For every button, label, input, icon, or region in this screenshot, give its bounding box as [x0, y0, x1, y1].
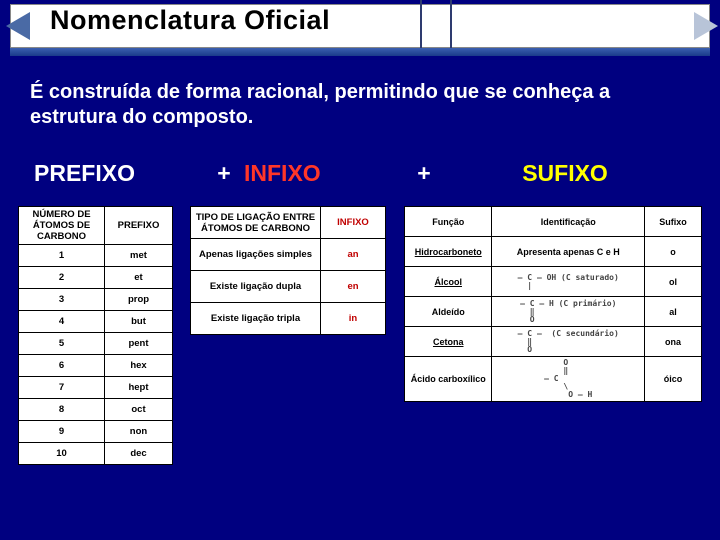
- formula-row: PREFIXO + INFIXO + SUFIXO: [34, 160, 686, 187]
- table-row: Apenas ligações simplesan: [191, 239, 386, 271]
- th: NÚMERO DE ÁTOMOS DE CARBONO: [19, 207, 105, 245]
- cell: oct: [105, 399, 173, 421]
- cell: O ‖ – C \ O – H: [492, 357, 645, 402]
- cell: hex: [105, 355, 173, 377]
- cell: Ácido carboxílico: [405, 357, 492, 402]
- th: INFIXO: [321, 207, 386, 239]
- chem-icon: O ‖ – C \ O – H: [544, 359, 592, 399]
- cell: Apenas ligações simples: [191, 239, 321, 271]
- table-row: 1met: [19, 245, 173, 267]
- th: Identificação: [492, 207, 645, 237]
- cell: 7: [19, 377, 105, 399]
- cell: ona: [645, 327, 702, 357]
- cell: but: [105, 311, 173, 333]
- table-row: Álcool – C – OH (C saturado) | ol: [405, 267, 702, 297]
- cell: 1: [19, 245, 105, 267]
- cell: Cetona: [405, 327, 492, 357]
- cell: 3: [19, 289, 105, 311]
- th: Função: [405, 207, 492, 237]
- cell: 10: [19, 443, 105, 465]
- table-infixo: TIPO DE LIGAÇÃO ENTRE ÁTOMOS DE CARBONO …: [190, 206, 386, 335]
- table-row: 7hept: [19, 377, 173, 399]
- table-row: 8oct: [19, 399, 173, 421]
- cell: – C – (C secundário) ‖ O: [492, 327, 645, 357]
- divider-icon: [420, 0, 422, 48]
- table-row: 4but: [19, 311, 173, 333]
- cell: met: [105, 245, 173, 267]
- chem-icon: – C – (C secundário) ‖ O: [518, 330, 619, 354]
- th: PREFIXO: [105, 207, 173, 245]
- table-row: Existe ligação duplaen: [191, 271, 386, 303]
- table-row: HidrocarbonetoApresenta apenas C e Ho: [405, 237, 702, 267]
- cell: Aldeído: [405, 297, 492, 327]
- cell: Hidrocarboneto: [405, 237, 492, 267]
- plus-icon: +: [404, 160, 444, 187]
- cell: Existe ligação dupla: [191, 271, 321, 303]
- cell: – C – OH (C saturado) |: [492, 267, 645, 297]
- page-title: Nomenclatura Oficial: [50, 5, 330, 36]
- formula-prefixo: PREFIXO: [34, 160, 204, 187]
- subtitle: É construída de forma racional, permitin…: [30, 80, 690, 130]
- cell: Álcool: [405, 267, 492, 297]
- cell: et: [105, 267, 173, 289]
- th: TIPO DE LIGAÇÃO ENTRE ÁTOMOS DE CARBONO: [191, 207, 321, 239]
- cell: al: [645, 297, 702, 327]
- cell: an: [321, 239, 386, 271]
- cell: prop: [105, 289, 173, 311]
- header: Nomenclatura Oficial: [0, 0, 720, 62]
- table-row: Existe ligação triplain: [191, 303, 386, 335]
- th: Sufixo: [645, 207, 702, 237]
- formula-sufixo: SUFIXO: [444, 160, 686, 187]
- chem-icon: – C – OH (C saturado) |: [518, 274, 619, 290]
- plus-icon: +: [204, 160, 244, 187]
- table-row: 9non: [19, 421, 173, 443]
- cell: 4: [19, 311, 105, 333]
- table-row: 6hex: [19, 355, 173, 377]
- cell: óico: [645, 357, 702, 402]
- table-row: 5pent: [19, 333, 173, 355]
- cell: non: [105, 421, 173, 443]
- arrow-left-icon: [6, 12, 30, 40]
- cell: ol: [645, 267, 702, 297]
- cell: dec: [105, 443, 173, 465]
- cell: in: [321, 303, 386, 335]
- table-prefixo: NÚMERO DE ÁTOMOS DE CARBONO PREFIXO 1met…: [18, 206, 173, 465]
- table-sufixo: Função Identificação Sufixo Hidrocarbone…: [404, 206, 702, 402]
- table-row: Aldeído – C – H (C primário) ‖ O al: [405, 297, 702, 327]
- underline-bar: [10, 48, 710, 56]
- table-row: Cetona – C – (C secundário) ‖ O ona: [405, 327, 702, 357]
- table-row: Ácido carboxílico O ‖ – C \ O – H óico: [405, 357, 702, 402]
- arrow-right-icon: [694, 12, 718, 40]
- cell: 5: [19, 333, 105, 355]
- table-row: 3prop: [19, 289, 173, 311]
- cell: pent: [105, 333, 173, 355]
- cell: Apresenta apenas C e H: [492, 237, 645, 267]
- cell: Existe ligação tripla: [191, 303, 321, 335]
- divider-icon: [450, 0, 452, 48]
- cell: en: [321, 271, 386, 303]
- cell: o: [645, 237, 702, 267]
- cell: 2: [19, 267, 105, 289]
- chem-icon: – C – H (C primário) ‖ O: [520, 300, 616, 324]
- table-row: 10dec: [19, 443, 173, 465]
- formula-infixo: INFIXO: [244, 160, 404, 187]
- cell: hept: [105, 377, 173, 399]
- cell: – C – H (C primário) ‖ O: [492, 297, 645, 327]
- cell: 8: [19, 399, 105, 421]
- cell: 9: [19, 421, 105, 443]
- table-row: 2et: [19, 267, 173, 289]
- cell: 6: [19, 355, 105, 377]
